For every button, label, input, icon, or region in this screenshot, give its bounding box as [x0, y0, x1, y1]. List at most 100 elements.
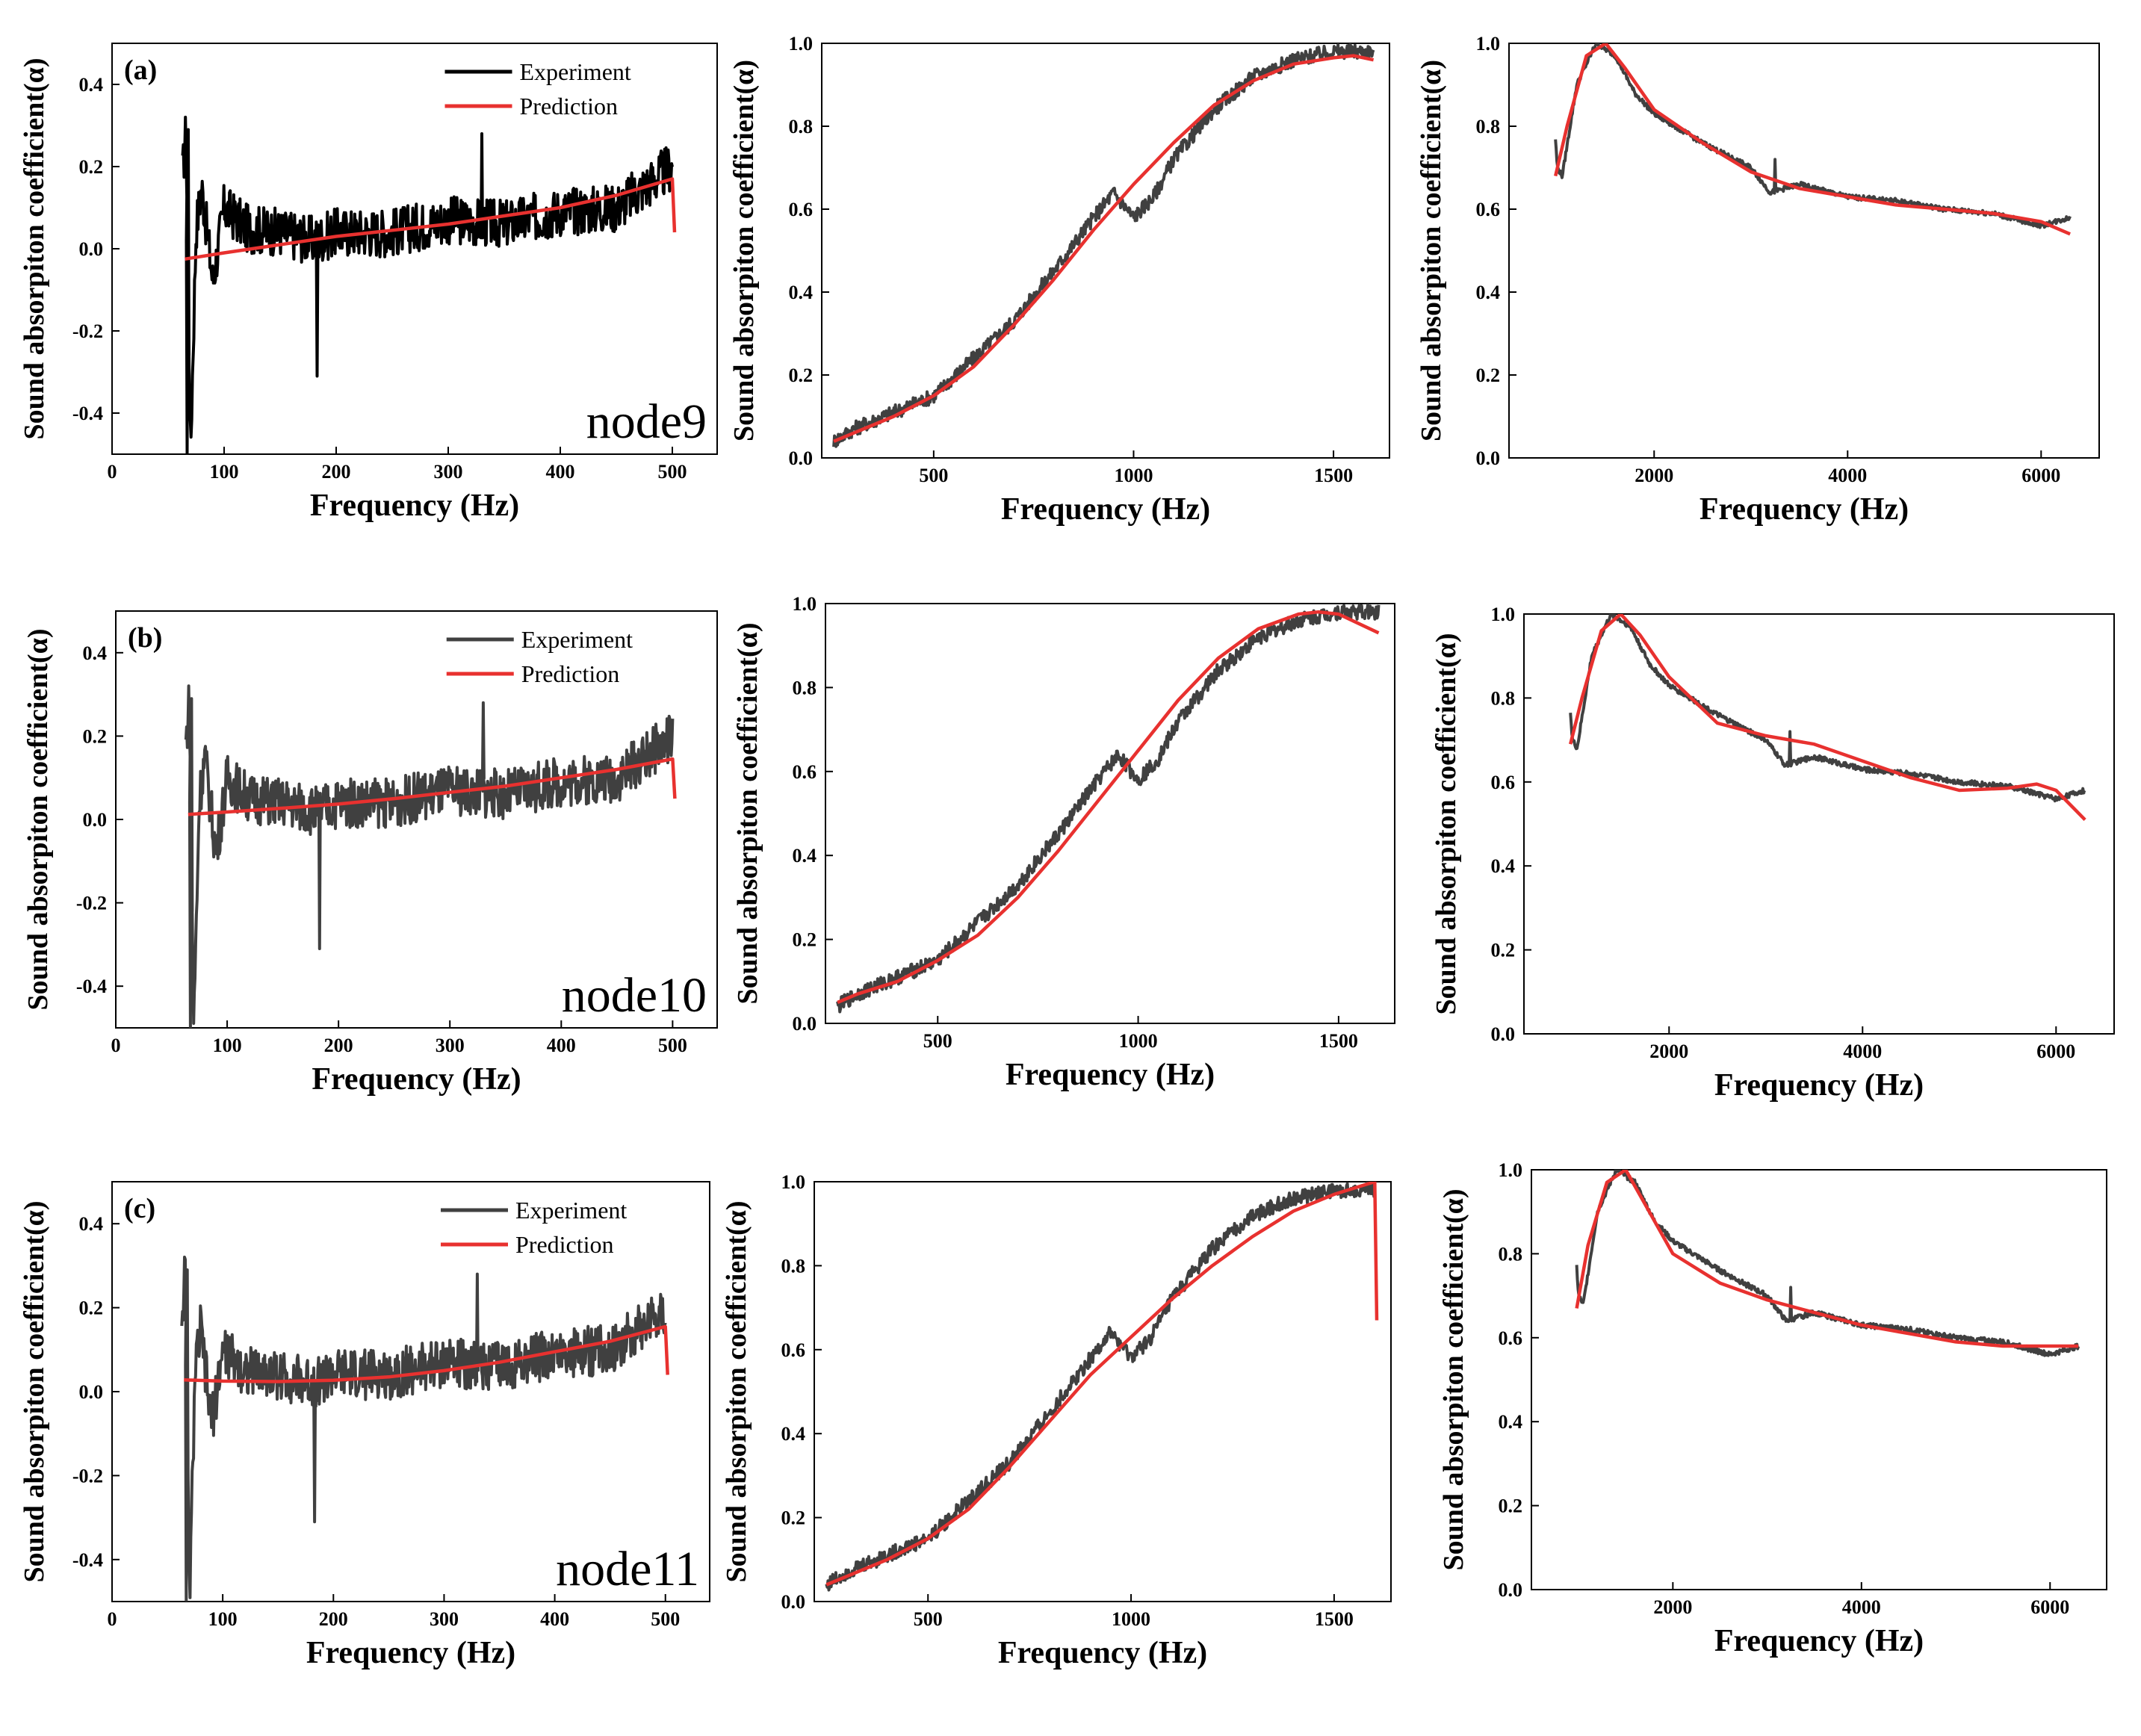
y-axis-title: Sound absorpiton coefficient(α): [19, 58, 50, 440]
x-tick-label: 0: [108, 461, 117, 483]
series-line-prediction: [1554, 43, 2071, 236]
y-tick-label: 0.0: [1499, 1579, 1523, 1601]
x-axis-title: Frequency (Hz): [998, 1636, 1207, 1670]
y-tick-label: 0.2: [79, 1298, 104, 1319]
plot-frame: [1508, 43, 2100, 459]
chart-c1: 0 100 200 300 400 500 -0.4 -0.2 0.0 0.2 0.4 Frequen…: [19, 1174, 717, 1670]
y-tick-label: 0.6: [1476, 199, 1501, 220]
node-annotation: node10: [562, 968, 707, 1023]
x-axis-title: Frequency (Hz): [312, 1062, 521, 1097]
x-tick-label: 2000: [1635, 465, 1673, 486]
y-tick-label: 0.4: [79, 74, 104, 96]
x-tick-label: 1500: [1314, 465, 1353, 486]
y-tick-label: 0.8: [789, 116, 814, 137]
y-tick-label: 0.0: [79, 238, 104, 260]
y-tick-label: 1.0: [1491, 604, 1516, 625]
series-line-experiment: [180, 1255, 667, 1602]
y-tick-label: 0.2: [1499, 1495, 1523, 1517]
y-tick-label: 0.8: [1476, 116, 1501, 137]
node-annotation: node11: [556, 1542, 699, 1596]
chart-svg: 0 100 200 300 400 500 -0.4 -0.2 0.0 0.2 0.4 Frequen…: [19, 1181, 710, 1670]
y-tick-label: 0.0: [793, 1013, 817, 1035]
x-tick-label: 1500: [1319, 1030, 1358, 1052]
y-tick-label: 0.4: [1499, 1411, 1523, 1433]
x-tick-label: 1500: [1315, 1608, 1354, 1630]
y-tick-label: -0.2: [72, 320, 103, 342]
y-tick-label: 1.0: [781, 1171, 806, 1193]
y-tick-label: 0.4: [1491, 855, 1516, 877]
x-tick-label: 500: [658, 1035, 687, 1056]
x-tick-label: 6000: [2030, 1596, 2069, 1618]
plot-frame: [814, 1181, 1392, 1602]
y-tick-label: 0.6: [781, 1339, 806, 1361]
y-tick-label: 0.2: [1476, 365, 1501, 386]
y-axis-title: Sound absorpiton coefficient(α): [728, 60, 760, 441]
y-tick-label: 1.0: [1499, 1159, 1523, 1181]
x-tick-label: 200: [319, 1608, 348, 1630]
y-tick-label: 0.4: [789, 282, 814, 303]
chart-svg: 0 100 200 300 400 500 -0.4 -0.2 0.0 0.2 0.4 Frequen…: [19, 43, 718, 523]
x-tick-label: 2000: [1653, 1596, 1692, 1618]
y-axis-title: Sound absorpiton coefficient(α): [19, 1201, 50, 1583]
series-line-experiment: [836, 604, 1381, 1014]
plot-frame: [111, 1181, 710, 1602]
x-tick-label: 400: [540, 1608, 569, 1630]
y-tick-label: 1.0: [793, 593, 817, 615]
series-line-experiment: [184, 684, 675, 1028]
series-line-prediction: [188, 757, 677, 816]
y-tick-label: 0.8: [793, 677, 817, 698]
series-line-prediction: [184, 1324, 669, 1383]
series-line-prediction: [185, 177, 677, 261]
chart-svg: 500 1000 1500 0.0 0.2 0.4 0.6 0.8 1.0 Frequency (…: [728, 33, 1390, 527]
x-axis-title: Frequency (Hz): [310, 489, 519, 523]
y-tick-label: 0.4: [79, 1213, 104, 1235]
series-line-experiment: [825, 1182, 1377, 1592]
legend-label-experiment: Experiment: [515, 1197, 627, 1224]
plot-frame: [1531, 1169, 2107, 1590]
x-tick-label: 500: [919, 465, 948, 486]
x-tick-label: 500: [914, 1608, 943, 1630]
x-tick-label: 300: [436, 1035, 465, 1056]
series-line-prediction: [833, 54, 1375, 443]
panel-letter: (b): [128, 622, 162, 654]
y-tick-label: -0.2: [76, 893, 107, 914]
y-tick-label: 0.8: [1499, 1243, 1523, 1265]
series-line-experiment: [832, 43, 1375, 448]
x-tick-label: 4000: [1842, 1596, 1881, 1618]
series-line-prediction: [1569, 614, 2086, 821]
x-axis-title: Frequency (Hz): [1700, 492, 1909, 527]
y-tick-label: 0.0: [1491, 1023, 1516, 1045]
y-tick-label: 0.4: [83, 642, 108, 664]
legend-label-prediction: Prediction: [520, 93, 619, 120]
x-tick-label: 2000: [1649, 1041, 1688, 1062]
y-tick-label: 0.6: [1491, 772, 1516, 793]
y-tick-label: 0.0: [1476, 447, 1501, 469]
x-tick-label: 300: [430, 1608, 459, 1630]
panel-letter: (c): [124, 1193, 155, 1224]
x-axis-title: Frequency (Hz): [1006, 1058, 1215, 1092]
series-line-prediction: [1575, 1170, 2079, 1348]
chart-c2: 500 1000 1500 0.0 0.2 0.4 0.6 0.8 1.0 Frequency (…: [721, 1171, 1398, 1670]
y-tick-label: 0.4: [793, 845, 817, 867]
y-tick-label: 0.2: [793, 929, 817, 951]
x-tick-label: 100: [208, 1608, 238, 1630]
plot-frame: [825, 603, 1395, 1024]
series-line-experiment: [1575, 1170, 2080, 1357]
y-tick-label: -0.4: [72, 403, 103, 424]
x-tick-label: 1000: [1114, 465, 1153, 486]
y-tick-label: 0.0: [79, 1381, 104, 1403]
chart-svg: 500 1000 1500 0.0 0.2 0.4 0.6 0.8 1.0 Frequency (…: [721, 1171, 1392, 1670]
x-tick-label: 1000: [1119, 1030, 1158, 1052]
node-annotation: node9: [586, 394, 707, 449]
y-tick-label: 0.2: [789, 365, 814, 386]
x-tick-label: 4000: [1843, 1041, 1882, 1062]
x-tick-label: 400: [546, 461, 575, 483]
series-line-prediction: [825, 1182, 1379, 1587]
chart-svg: 2000 4000 6000 0.0 0.2 0.4 0.6 0.8 1.0 Frequency …: [1416, 33, 2100, 527]
y-tick-label: -0.2: [72, 1465, 103, 1487]
x-tick-label: 100: [213, 1035, 242, 1056]
chart-svg: 2000 4000 6000 0.0 0.2 0.4 0.6 0.8 1.0 Frequency …: [1438, 1159, 2107, 1658]
x-tick-label: 1000: [1112, 1608, 1150, 1630]
y-tick-label: 0.4: [781, 1423, 806, 1445]
